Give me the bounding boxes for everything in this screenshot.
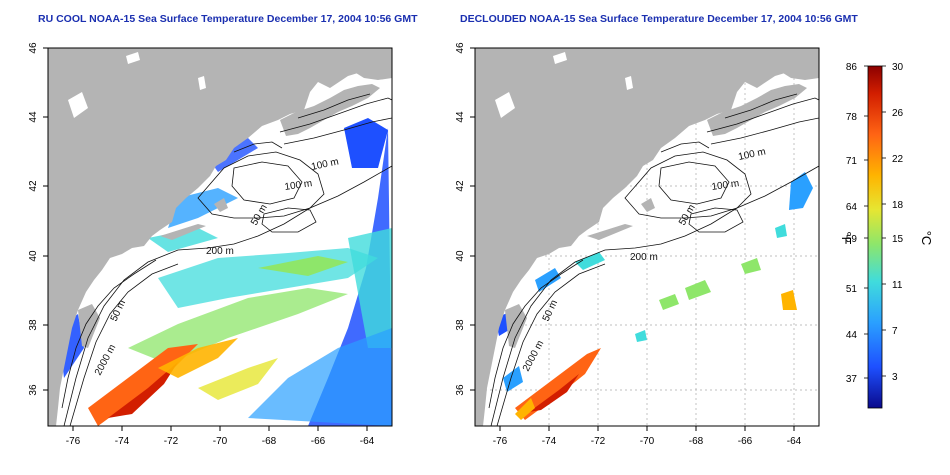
x-tick-label: -66 — [738, 436, 753, 447]
f-tick-label: 37 — [846, 374, 858, 385]
y-tick-label: 38 — [455, 319, 466, 331]
x-tick-label: -64 — [360, 436, 375, 447]
c-tick-label: 11 — [892, 280, 903, 291]
y-tick-label: 36 — [28, 384, 39, 396]
c-tick-label: 18 — [892, 200, 904, 211]
y-axis-right: 36 38 40 42 44 46 — [455, 42, 475, 396]
y-tick-label: 38 — [28, 319, 39, 331]
x-tick-label: -74 — [542, 436, 557, 447]
c-tick-label: 30 — [892, 62, 904, 73]
contour-label: 100 m — [711, 178, 740, 193]
x-tick-label: -76 — [66, 436, 81, 447]
f-tick-label: 44 — [846, 330, 858, 341]
f-tick-label: 64 — [846, 202, 858, 213]
y-tick-label: 40 — [28, 250, 39, 262]
contour-label: 100 m — [284, 178, 313, 193]
x-tick-label: -74 — [115, 436, 130, 447]
f-tick-label: 78 — [846, 112, 858, 123]
y-tick-label: 44 — [455, 111, 466, 123]
x-tick-label: -72 — [164, 436, 179, 447]
sst-map-raw: 100 m 100 m 50 m 200 m 50 m 2000 m -76 -… — [28, 42, 393, 447]
x-tick-label: -68 — [689, 436, 704, 447]
graticule — [475, 48, 819, 426]
celsius-ticks: 30 26 22 18 15 11 7 3 — [892, 62, 904, 383]
y-tick-label: 42 — [455, 180, 466, 192]
x-tick-label: -70 — [213, 436, 228, 447]
x-tick-label: -70 — [640, 436, 655, 447]
x-tick-label: -76 — [493, 436, 508, 447]
contour-label: 200 m — [206, 246, 234, 257]
sst-map-declouded: 100 m 100 m 50 m 200 m 50 m 2000 m -76 -… — [455, 42, 820, 447]
f-tick-label: 86 — [846, 62, 858, 73]
c-tick-label: 26 — [892, 108, 904, 119]
f-tick-label: 59 — [846, 234, 858, 245]
contour-label: 200 m — [630, 252, 658, 263]
fahrenheit-unit-label: °F — [839, 231, 854, 244]
fahrenheit-ticks: 86 78 71 64 59 51 44 37 — [846, 62, 858, 385]
x-axis-right: -76 -74 -72 -70 -68 -66 -64 — [493, 426, 802, 447]
x-axis-left: -76 -74 -72 -70 -68 -66 -64 — [66, 426, 375, 447]
x-tick-label: -68 — [262, 436, 277, 447]
celsius-unit-label: °C — [919, 231, 934, 246]
c-tick-label: 22 — [892, 154, 904, 165]
map-title-right: DECLOUDED NOAA-15 Sea Surface Temperatur… — [460, 13, 858, 25]
y-tick-label: 42 — [28, 180, 39, 192]
y-tick-label: 46 — [455, 42, 466, 54]
y-axis-left: 36 38 40 42 44 46 — [28, 42, 48, 396]
y-tick-label: 40 — [455, 250, 466, 262]
temperature-colorbar: 86 78 71 64 59 51 44 37 30 26 22 18 15 1… — [839, 62, 934, 409]
f-tick-label: 71 — [846, 156, 858, 167]
x-tick-label: -64 — [787, 436, 802, 447]
y-tick-label: 36 — [455, 384, 466, 396]
c-tick-label: 3 — [892, 372, 898, 383]
y-tick-label: 44 — [28, 111, 39, 123]
c-tick-label: 15 — [892, 234, 904, 245]
f-tick-label: 51 — [846, 284, 858, 295]
y-tick-label: 46 — [28, 42, 39, 54]
x-tick-label: -72 — [591, 436, 606, 447]
map-title-left: RU COOL NOAA-15 Sea Surface Temperature … — [38, 13, 418, 25]
c-tick-label: 7 — [892, 326, 898, 337]
x-tick-label: -66 — [311, 436, 326, 447]
